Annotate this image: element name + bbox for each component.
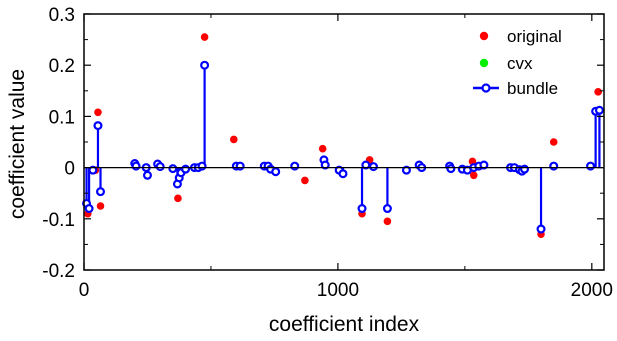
bundle-point: [401, 165, 411, 175]
bundle-point: [197, 161, 207, 171]
bundle-point: [479, 160, 489, 170]
bundle-point: [200, 60, 210, 70]
bundle-point: [586, 161, 596, 171]
y-tick-label: -0.1: [42, 210, 75, 231]
bundle-point: [320, 160, 330, 170]
original-point: [96, 202, 105, 210]
bundle-point: [88, 165, 98, 175]
legend-cvx-marker: [479, 58, 489, 68]
tick-labels: -0.2 -0.1 0 0.1 0.2 0.3 0 1000 2000: [42, 5, 613, 301]
bundle-point: [594, 105, 604, 115]
y-axis-label: coefficient value: [6, 69, 29, 219]
bundle-point: [181, 164, 191, 174]
bundle-point: [84, 204, 94, 214]
legend-original-label: original: [507, 27, 562, 46]
y-tick-label: 0.3: [49, 5, 75, 26]
original-point: [383, 217, 392, 226]
bundle-point: [142, 170, 152, 180]
original-point: [174, 194, 182, 203]
bundle-point: [155, 162, 165, 172]
bundle-point: [235, 161, 245, 171]
x-tick-label: 2000: [571, 280, 613, 301]
bundle-point: [168, 164, 178, 174]
original-point: [230, 135, 238, 144]
original-point: [549, 138, 558, 146]
bundle-point: [357, 204, 367, 214]
y-tick-label: 0: [64, 159, 75, 180]
original-point: [301, 176, 309, 185]
legend-bundle-marker: [481, 83, 491, 93]
legend: original cvx bundle: [473, 27, 562, 98]
original-point: [594, 88, 602, 96]
y-tick-label: -0.2: [42, 261, 75, 282]
x-tick-label: 0: [79, 280, 90, 301]
bundle-point: [549, 161, 559, 171]
x-tick-label: 1000: [317, 280, 359, 301]
bundle-point: [93, 121, 103, 131]
original-point: [469, 171, 478, 180]
bundle-point: [368, 162, 378, 172]
bundle-point: [446, 164, 456, 174]
axis-ticks: [83, 13, 604, 271]
original-point: [200, 33, 209, 41]
legend-cvx-label: cvx: [507, 54, 533, 73]
bundle-point: [338, 169, 348, 179]
y-tick-label: 0.2: [49, 56, 75, 77]
legend-bundle-label: bundle: [507, 79, 558, 98]
original-point: [318, 144, 327, 153]
bundle-point: [382, 204, 392, 214]
y-tick-label: 0.1: [49, 107, 75, 128]
bundle-point: [96, 187, 106, 197]
bundle-point: [520, 164, 530, 174]
legend-original-marker: [479, 31, 489, 41]
original-point: [94, 108, 102, 117]
bundle-point: [271, 167, 281, 177]
bundle-point: [131, 161, 141, 171]
bundle-point: [536, 224, 546, 234]
plot-frame: [83, 13, 605, 271]
x-axis-label: coefficient index: [269, 313, 420, 336]
bundle-point: [290, 161, 300, 171]
